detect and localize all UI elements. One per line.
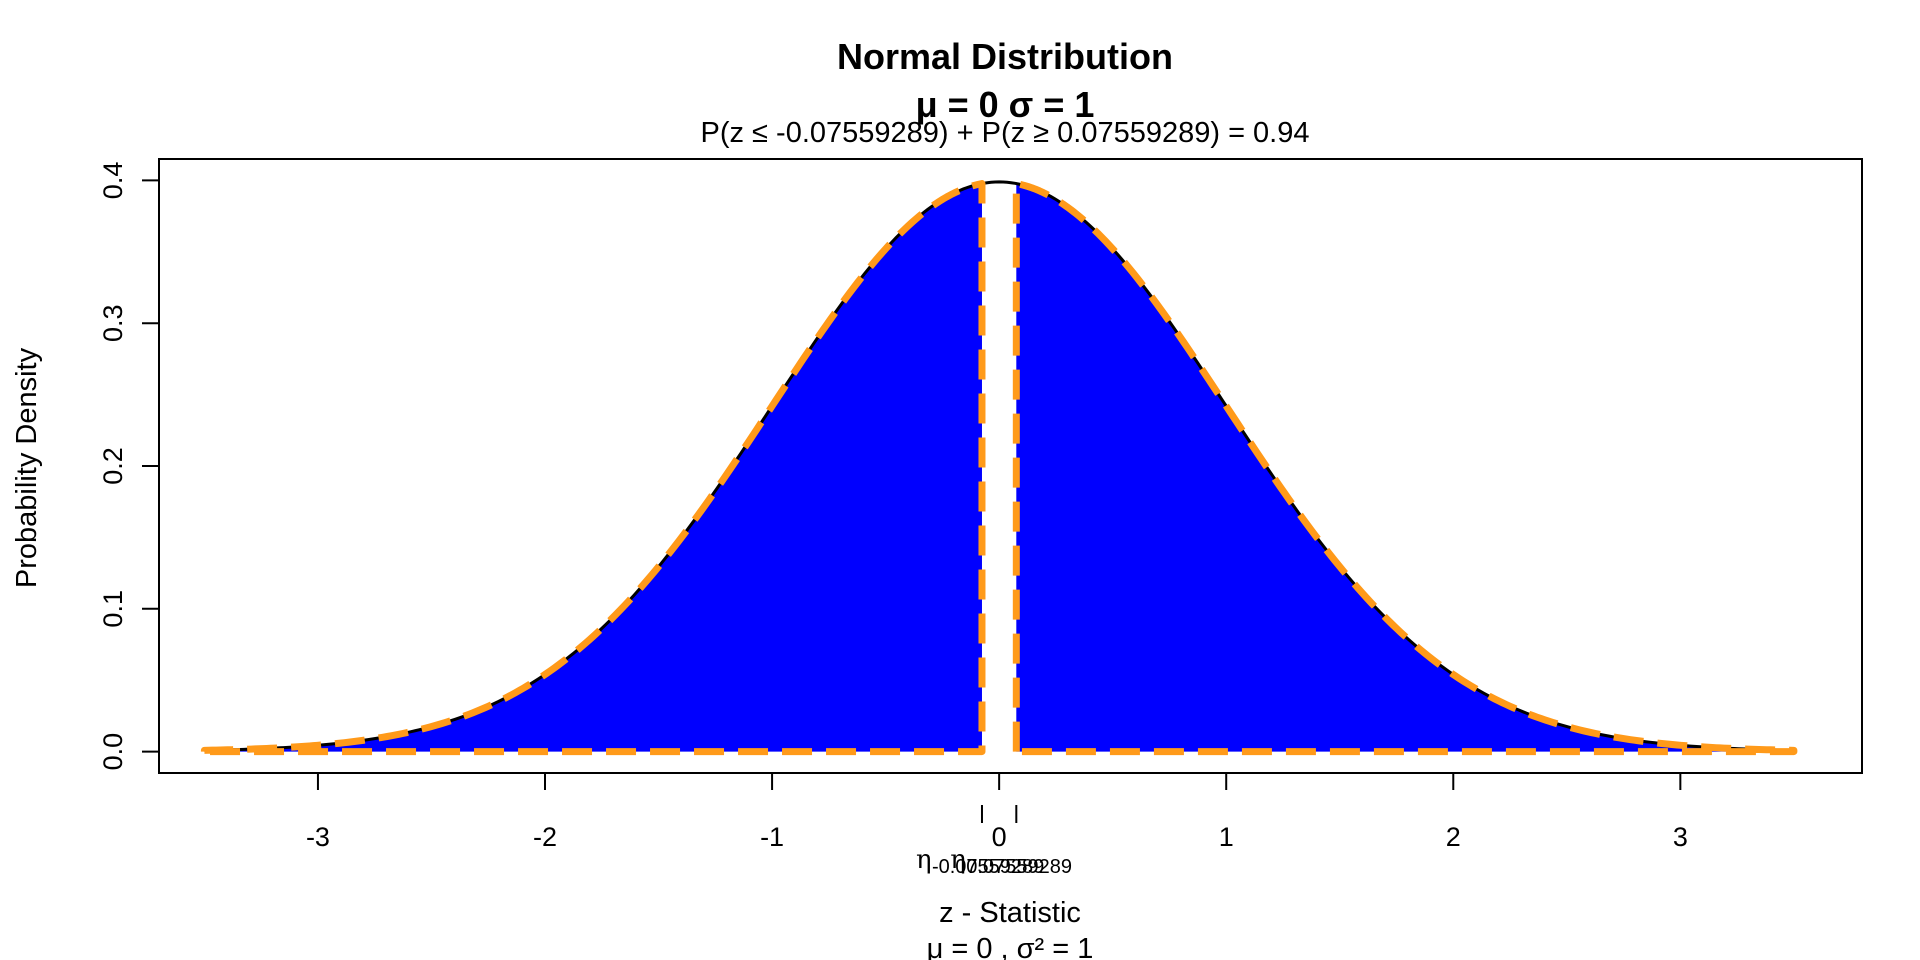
dashed-outline-lower: [200, 180, 986, 756]
critical-value-label: 0.07559289: [966, 856, 1072, 878]
y-axis: 0.0 0.1 0.2 0.3 0.4: [98, 162, 160, 771]
y-axis-label: Probability Density: [11, 347, 43, 588]
x-tick-label: 0: [992, 822, 1007, 852]
shaded-region-upper: [1016, 183, 1794, 752]
x-tick-label: -2: [533, 822, 557, 852]
density-curve-layer: [204, 180, 1794, 752]
x-axis-params-label: μ = 0 , σ² = 1: [927, 933, 1094, 960]
plot-frame: [158, 158, 1863, 774]
x-tick-label: -3: [306, 822, 330, 852]
dashed-outline-upper: [1012, 180, 1798, 756]
critical-value-symbol: η: [916, 845, 932, 875]
shaded-region-lower: [204, 183, 982, 752]
x-tick-label: 1: [1219, 822, 1234, 852]
critical-value-label: -0.07559289: [932, 856, 1044, 878]
chart-subtitle-probability: P(z ≤ -0.07559289) + P(z ≥ 0.07559289) =…: [701, 117, 1310, 149]
chart-title: Normal Distribution: [837, 36, 1173, 77]
y-tick-label: 0.2: [98, 447, 128, 485]
critical-value-symbol: η: [950, 845, 966, 875]
y-tick-label: 0.0: [98, 733, 128, 771]
shaded-regions: [204, 183, 1794, 752]
density-curve: [204, 180, 1794, 752]
x-tick-label: -1: [760, 822, 784, 852]
x-axis: -3 -2 -1 0 1 2 3: [306, 772, 1688, 852]
chart-title-params: μ = 0 σ = 1: [916, 84, 1095, 125]
x-axis-label: z - Statistic: [939, 897, 1081, 929]
y-tick-label: 0.4: [98, 162, 128, 200]
y-tick-label: 0.3: [98, 304, 128, 342]
dashed-outline-layer: [200, 180, 1798, 756]
x-tick-label: 3: [1673, 822, 1688, 852]
y-tick-label: 0.1: [98, 590, 128, 628]
x-tick-label: 2: [1446, 822, 1461, 852]
